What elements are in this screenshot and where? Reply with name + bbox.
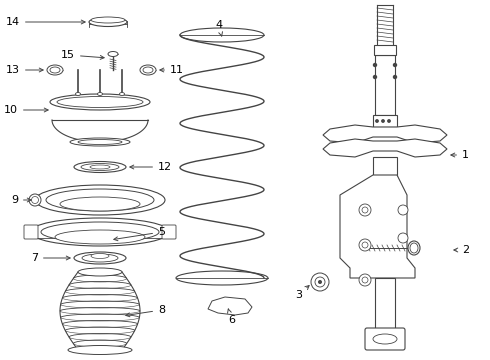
Bar [373,157,397,270]
Text: 14: 14 [6,17,85,27]
Text: 13: 13 [6,65,43,75]
Ellipse shape [120,93,124,95]
Text: 7: 7 [31,253,70,263]
Circle shape [359,239,371,251]
Ellipse shape [91,17,125,23]
Ellipse shape [30,218,170,246]
Ellipse shape [89,18,127,27]
Ellipse shape [82,254,118,262]
FancyBboxPatch shape [373,115,397,127]
FancyBboxPatch shape [374,45,396,55]
Text: 5: 5 [114,227,165,241]
Bar [375,278,395,330]
Polygon shape [208,297,252,315]
Circle shape [393,63,396,67]
FancyBboxPatch shape [365,328,405,350]
Ellipse shape [50,67,60,73]
Circle shape [373,63,376,67]
Ellipse shape [90,165,110,169]
Ellipse shape [75,93,80,95]
Ellipse shape [373,334,397,344]
Text: 8: 8 [126,305,165,317]
Ellipse shape [50,94,150,110]
Text: 12: 12 [130,162,172,172]
Ellipse shape [78,140,122,144]
Ellipse shape [29,194,41,206]
Circle shape [362,277,368,283]
Ellipse shape [46,189,154,211]
Circle shape [393,76,396,78]
Circle shape [388,120,390,122]
Circle shape [398,233,408,243]
Ellipse shape [78,268,122,276]
Text: 2: 2 [454,245,469,255]
Circle shape [311,273,329,291]
Polygon shape [323,125,447,143]
Ellipse shape [47,65,63,75]
Circle shape [315,277,325,287]
Ellipse shape [60,197,140,211]
Circle shape [362,207,368,213]
Ellipse shape [98,93,102,95]
Ellipse shape [410,243,418,253]
Polygon shape [323,139,447,157]
Ellipse shape [57,96,143,108]
Text: 9: 9 [11,195,31,205]
Text: 10: 10 [4,105,48,115]
Circle shape [382,120,384,122]
Ellipse shape [55,230,145,244]
Text: 4: 4 [215,20,222,36]
Circle shape [398,205,408,215]
Polygon shape [340,175,415,278]
Bar [375,55,395,115]
FancyBboxPatch shape [24,225,38,239]
Ellipse shape [31,197,39,203]
Ellipse shape [74,252,126,264]
Text: 6: 6 [227,309,235,325]
Ellipse shape [108,51,118,57]
Text: 3: 3 [295,285,309,300]
Ellipse shape [41,222,159,242]
Ellipse shape [143,67,153,73]
Ellipse shape [70,138,130,146]
Text: 15: 15 [61,50,104,60]
Circle shape [362,242,368,248]
Ellipse shape [408,241,420,255]
Circle shape [359,274,371,286]
Ellipse shape [91,253,109,258]
Ellipse shape [35,185,165,215]
Text: 11: 11 [160,65,184,75]
FancyBboxPatch shape [162,225,176,239]
Ellipse shape [140,65,156,75]
Circle shape [376,120,378,122]
Circle shape [359,204,371,216]
Ellipse shape [74,162,126,172]
Circle shape [373,76,376,78]
Ellipse shape [68,346,132,355]
Ellipse shape [81,163,119,171]
Circle shape [318,280,322,284]
Text: 1: 1 [451,150,469,160]
